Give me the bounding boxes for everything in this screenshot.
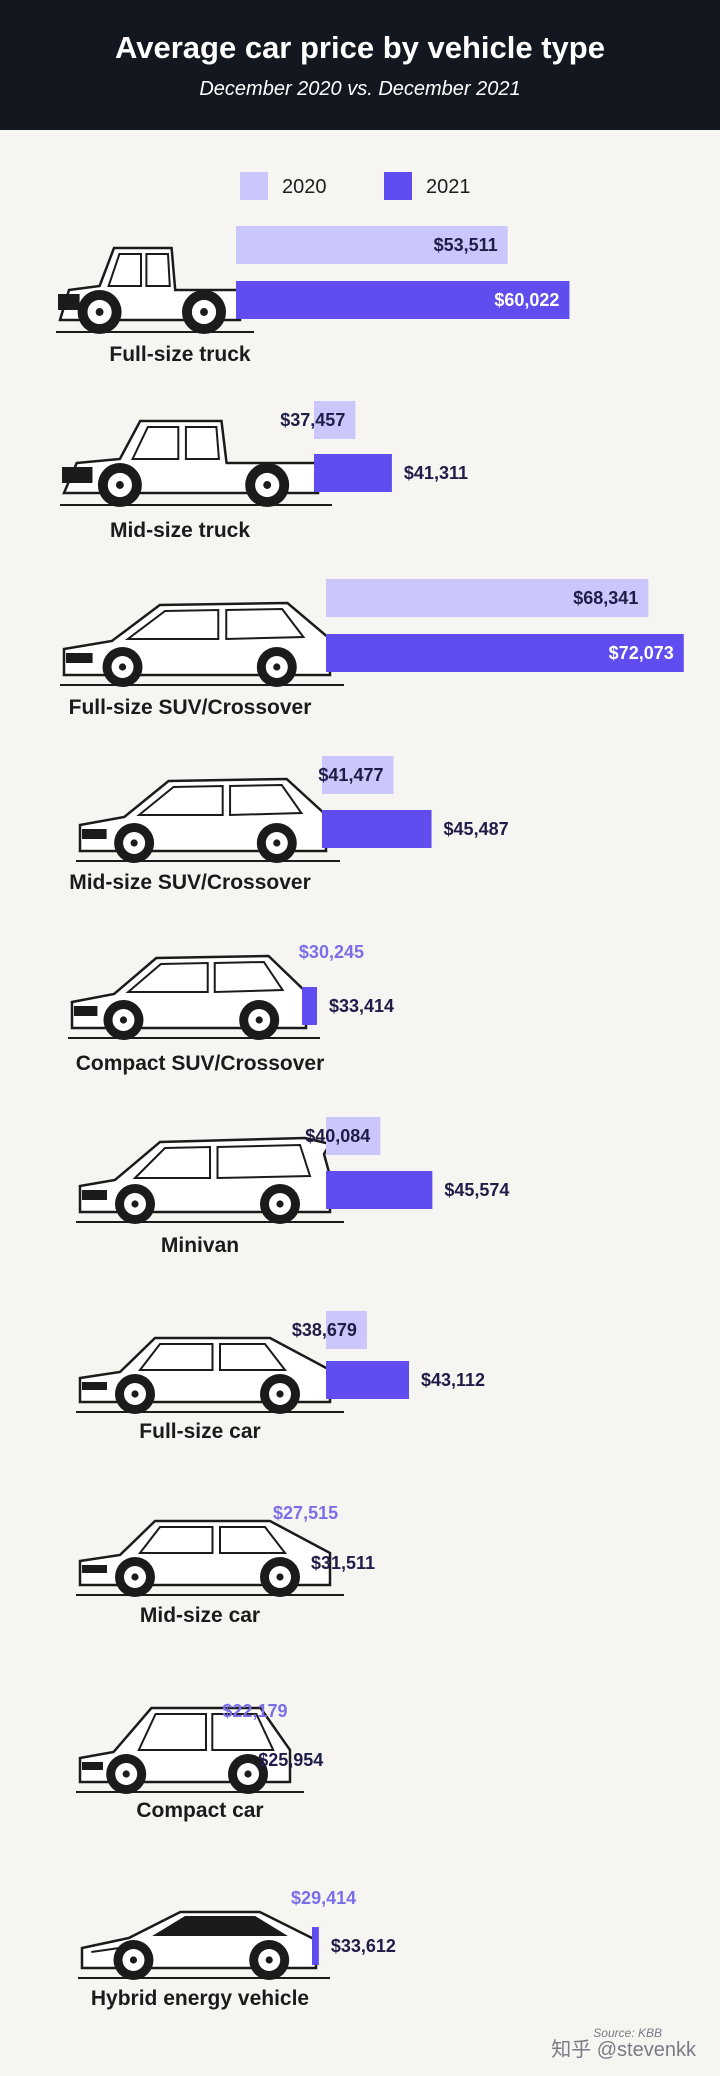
category-label: Full-size car: [139, 1420, 260, 1443]
bar-2020: [236, 226, 508, 264]
chart-title: Average car price by vehicle type: [115, 30, 605, 65]
value-label-2021: $31,511: [311, 1553, 375, 1573]
value-label-2020: $27,515: [273, 1503, 338, 1523]
bar-2021: [322, 810, 432, 848]
category-label: Mid-size car: [140, 1604, 260, 1627]
value-label-2021: $25,954: [258, 1750, 323, 1770]
category-label: Mid-size SUV/Crossover: [69, 871, 311, 894]
bar-2021: [326, 1171, 433, 1209]
header-banner: Average car price by vehicle type Decemb…: [0, 0, 720, 130]
hybrid-vehicle-icon: [78, 1910, 330, 1980]
bar-2020: [326, 579, 649, 617]
value-label-2020: $22,179: [222, 1701, 287, 1721]
midsize-truck-icon: [60, 419, 332, 507]
pickup-truck-icon: [56, 246, 254, 334]
bar-2020: [326, 1311, 367, 1349]
value-label-2020: $41,477: [318, 765, 383, 785]
bar-2020: [326, 1117, 381, 1155]
value-label-2021: $43,112: [421, 1370, 485, 1390]
legend-label-2021: 2021: [426, 176, 471, 198]
source-note: Source: KBB: [593, 2026, 662, 2040]
value-label-2020: $40,084: [305, 1126, 370, 1146]
category-label: Full-size truck: [109, 343, 251, 366]
category-label: Minivan: [161, 1234, 239, 1257]
bar-2021: [236, 281, 570, 319]
chart-subtitle: December 2020 vs. December 2021: [199, 78, 521, 100]
value-label-2020: $53,511: [434, 235, 498, 255]
legend: 2020 2021: [0, 168, 720, 204]
value-label-2021: $45,574: [444, 1180, 509, 1200]
category-label: Mid-size truck: [110, 519, 250, 542]
value-label-2020: $68,341: [573, 588, 638, 608]
legend-label-2020: 2020: [282, 176, 327, 198]
bar-2021: [326, 1361, 410, 1399]
category-label: Compact car: [136, 1799, 263, 1822]
midsize-suv-icon: [76, 777, 340, 863]
category-label: Compact SUV/Crossover: [76, 1052, 325, 1075]
category-label: Hybrid energy vehicle: [91, 1987, 309, 2010]
bar-2021: [302, 987, 317, 1025]
bar-2021: [314, 454, 392, 492]
bar-2020: [314, 401, 356, 439]
value-label-2020: $29,414: [291, 1888, 356, 1908]
value-label-2020: $30,245: [299, 942, 364, 962]
bar-2021: [312, 1927, 319, 1965]
compact-car-icon: [76, 1706, 304, 1794]
bar-2021: [326, 634, 684, 672]
category-label: Full-size SUV/Crossover: [69, 696, 312, 719]
watermark: 知乎 @stevenkk: [551, 2039, 696, 2061]
value-label-2020: $38,679: [292, 1320, 357, 1340]
value-label-2021: $60,022: [494, 290, 559, 310]
value-label-2021: $41,311: [404, 463, 468, 483]
bar-2020: [322, 756, 394, 794]
value-label-2021: $72,073: [609, 643, 674, 663]
legend-swatch-2020: [240, 172, 268, 200]
value-label-2020: $37,457: [280, 410, 345, 430]
minivan-icon: [76, 1136, 344, 1224]
midsize-car-icon: [76, 1519, 344, 1597]
compact-suv-icon: [68, 954, 320, 1040]
value-label-2021: $33,612: [331, 1936, 396, 1956]
fullsize-suv-icon: [60, 601, 344, 687]
legend-swatch-2021: [384, 172, 412, 200]
value-label-2021: $33,414: [329, 996, 394, 1016]
fullsize-car-icon: [76, 1336, 344, 1414]
value-label-2021: $45,487: [444, 819, 509, 839]
